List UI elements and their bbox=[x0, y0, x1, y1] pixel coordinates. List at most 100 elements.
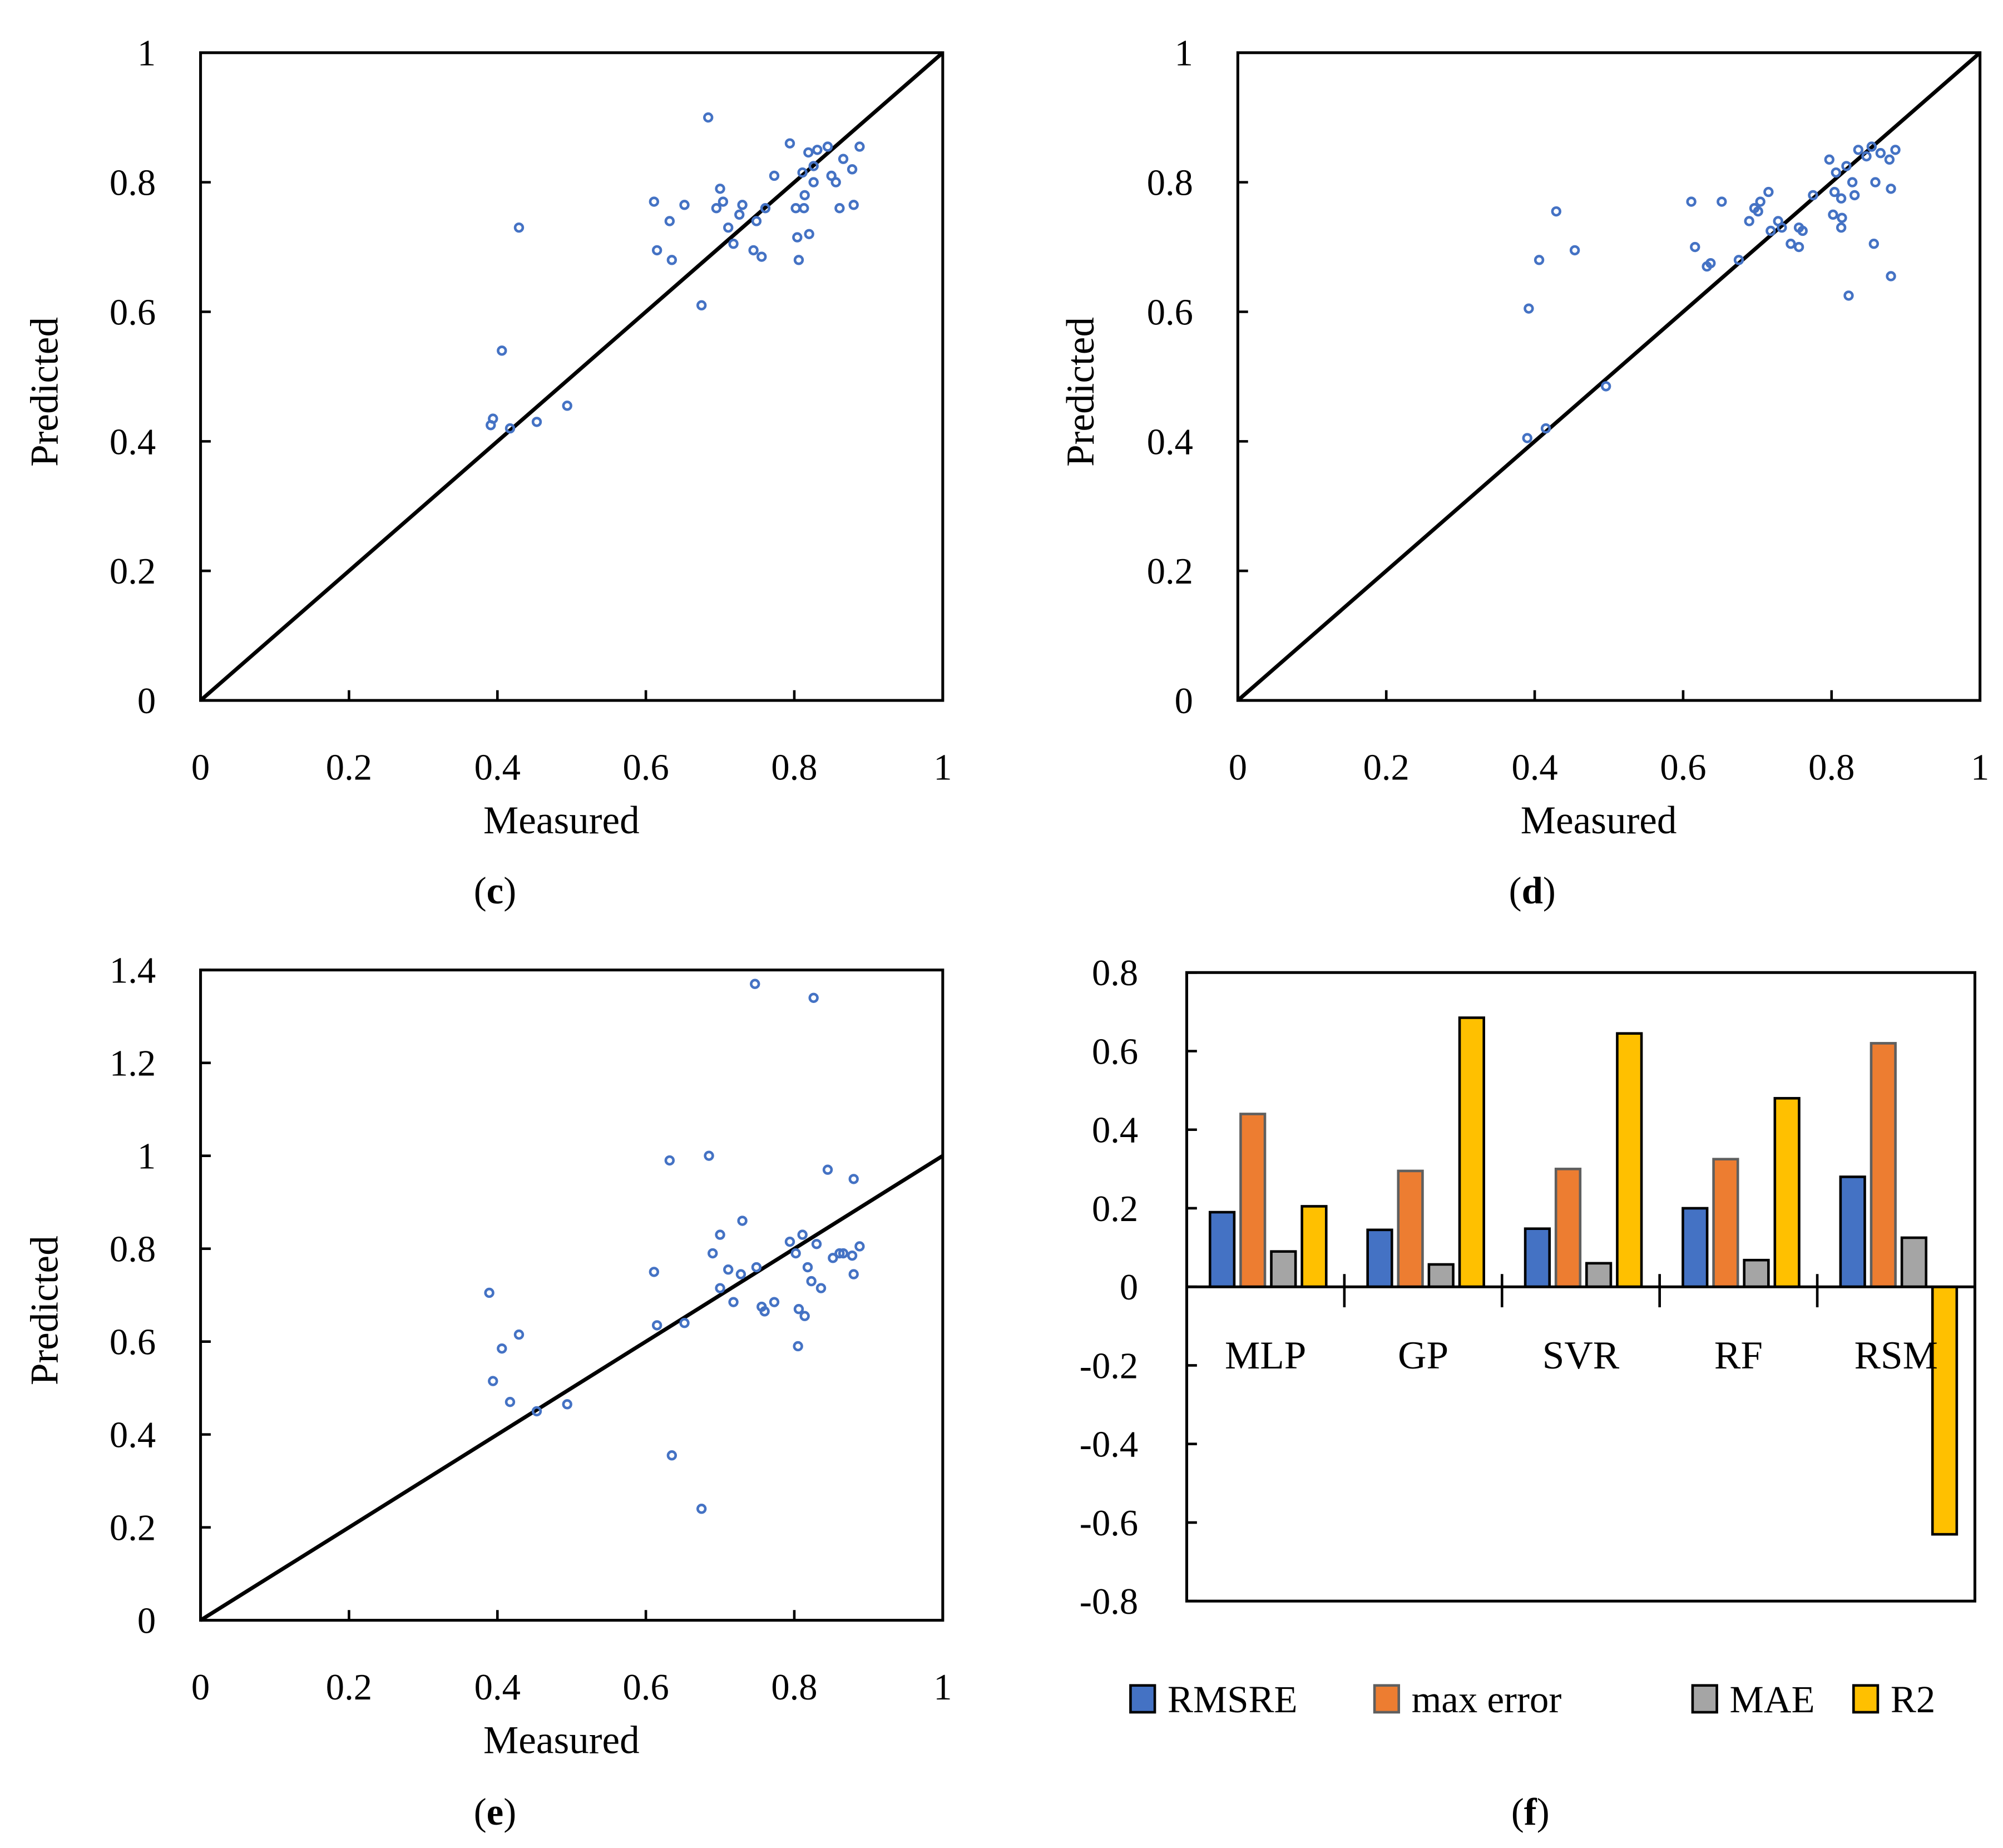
data-point bbox=[769, 170, 780, 181]
data-point bbox=[1777, 222, 1787, 233]
data-point bbox=[651, 1320, 662, 1331]
data-point bbox=[793, 255, 804, 265]
x-tick-label: 0.2 bbox=[1363, 747, 1409, 788]
data-point bbox=[760, 203, 771, 214]
data-point bbox=[1870, 177, 1881, 187]
x-tick-label: 0.2 bbox=[326, 747, 372, 788]
data-point bbox=[799, 203, 809, 214]
caption-letter: d bbox=[1522, 869, 1543, 912]
y-tick-label: 0.6 bbox=[1147, 292, 1193, 333]
data-point bbox=[811, 1239, 822, 1249]
data-point bbox=[793, 1304, 804, 1315]
data-point bbox=[847, 1250, 858, 1261]
data-point bbox=[703, 112, 714, 123]
data-point bbox=[531, 417, 542, 427]
data-point bbox=[728, 239, 739, 249]
x-axis-label: Measured bbox=[483, 1718, 640, 1762]
data-point bbox=[854, 1241, 865, 1252]
data-point bbox=[715, 1229, 725, 1240]
data-point bbox=[735, 1269, 746, 1279]
data-point bbox=[1540, 423, 1551, 434]
data-point bbox=[1569, 245, 1580, 256]
data-point bbox=[1847, 177, 1858, 187]
data-point bbox=[751, 1262, 762, 1273]
x-tick-label: 0.4 bbox=[474, 747, 521, 788]
x-tick-label: 0.8 bbox=[771, 1667, 817, 1708]
data-point bbox=[1733, 255, 1744, 265]
data-point bbox=[802, 1262, 813, 1273]
data-point bbox=[799, 190, 810, 201]
data-point bbox=[696, 300, 707, 311]
data-point bbox=[808, 177, 819, 187]
legend-swatch bbox=[1691, 1684, 1718, 1714]
data-point bbox=[1753, 206, 1763, 217]
y-tick-label: -0.2 bbox=[1080, 1346, 1138, 1386]
data-point bbox=[759, 1306, 770, 1317]
legend-item: max error bbox=[1373, 1678, 1561, 1721]
data-point bbox=[848, 200, 859, 210]
data-point bbox=[750, 979, 760, 989]
data-point bbox=[797, 1229, 808, 1240]
bar-rmsre bbox=[1839, 1175, 1866, 1288]
y-tick-label: 0.6 bbox=[110, 1322, 156, 1363]
data-point bbox=[1765, 225, 1776, 236]
data-point bbox=[711, 203, 722, 214]
data-point bbox=[486, 420, 496, 431]
data-point bbox=[723, 222, 734, 233]
bar-mae bbox=[1270, 1250, 1297, 1288]
bar-max-error bbox=[1870, 1042, 1897, 1288]
y-tick-label: 1 bbox=[1175, 33, 1193, 74]
y-tick-label: 0 bbox=[137, 1601, 156, 1642]
legend-label: RMSRE bbox=[1168, 1678, 1298, 1721]
data-point bbox=[847, 164, 858, 175]
data-point bbox=[1831, 167, 1841, 178]
y-tick-label: 0 bbox=[1120, 1267, 1138, 1308]
y-tick-label: -0.4 bbox=[1080, 1425, 1138, 1465]
y-tick-label: 0.4 bbox=[110, 1415, 156, 1456]
data-point bbox=[793, 1341, 803, 1352]
caption-letter: f bbox=[1524, 1791, 1537, 1833]
data-point bbox=[1551, 206, 1561, 217]
data-point bbox=[1522, 433, 1532, 443]
caption-close: ) bbox=[503, 869, 516, 912]
bar-max-error bbox=[1712, 1158, 1739, 1288]
legend-item: R2 bbox=[1852, 1678, 1935, 1721]
data-point bbox=[804, 229, 814, 239]
data-point bbox=[1884, 154, 1895, 165]
y-tick-label: 0.4 bbox=[1147, 422, 1193, 462]
y-tick-label: 0.8 bbox=[1092, 953, 1138, 994]
data-point bbox=[834, 1248, 845, 1259]
y-tick-label: 0 bbox=[137, 681, 156, 722]
y-tick-label: 0.2 bbox=[110, 551, 156, 592]
data-point bbox=[748, 245, 759, 256]
data-point bbox=[1690, 241, 1700, 253]
identity-line bbox=[1237, 51, 1981, 702]
data-point bbox=[1841, 161, 1852, 171]
data-point bbox=[848, 1174, 859, 1184]
data-point bbox=[826, 170, 837, 181]
data-point bbox=[666, 255, 677, 265]
x-tick-label: 1 bbox=[933, 1667, 952, 1708]
category-label: RSM bbox=[1854, 1334, 1938, 1377]
data-point bbox=[1824, 154, 1834, 165]
data-point bbox=[812, 145, 823, 155]
bar-r2 bbox=[1458, 1016, 1485, 1288]
category-label: MLP bbox=[1225, 1334, 1306, 1377]
bar-mae bbox=[1900, 1236, 1928, 1288]
data-point bbox=[1793, 241, 1804, 253]
data-point bbox=[1828, 209, 1838, 220]
data-point bbox=[848, 1269, 859, 1279]
y-axis-label: Predicted bbox=[1059, 317, 1102, 467]
caption-open: ( bbox=[1511, 1791, 1524, 1833]
panel-d-scatter: 0 0.2 0.4 0.6 0.8 1 0 0.2 0.4 0.6 0.8 1 Measured Pred… bbox=[1059, 33, 1989, 912]
data-point bbox=[715, 184, 725, 194]
y-tick-label: 1.4 bbox=[110, 951, 156, 991]
legend-item: RMSRE bbox=[1129, 1678, 1298, 1721]
data-point bbox=[834, 203, 845, 214]
caption-close: ) bbox=[503, 1791, 516, 1833]
data-point bbox=[1705, 258, 1716, 269]
data-point bbox=[1786, 239, 1796, 249]
y-axis-label: Predicted bbox=[23, 317, 66, 467]
bar-r2 bbox=[1300, 1205, 1328, 1288]
data-point bbox=[513, 1329, 525, 1340]
